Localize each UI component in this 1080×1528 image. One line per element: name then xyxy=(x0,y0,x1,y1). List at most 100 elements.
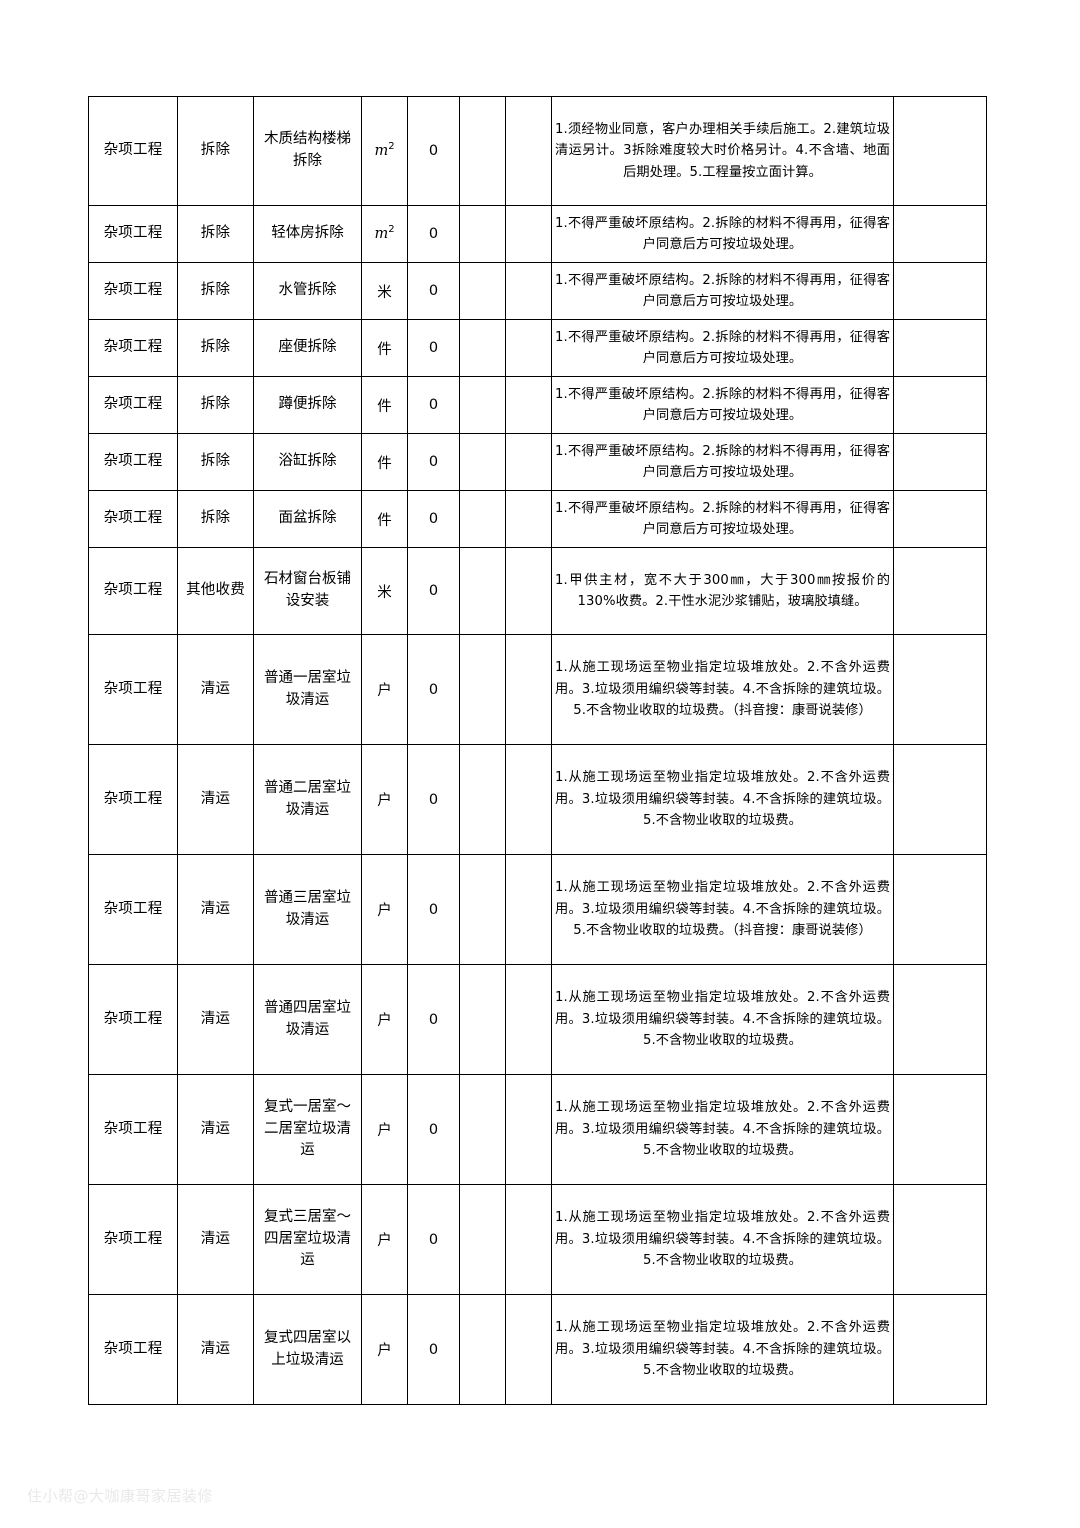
cell-work-type: 拆除 xyxy=(177,205,254,263)
cell-work-type: 清运 xyxy=(177,1184,254,1295)
cell-unit-price xyxy=(459,262,506,320)
cell-amount xyxy=(505,1294,552,1405)
cell-amount xyxy=(505,854,552,965)
cell-amount xyxy=(505,1184,552,1295)
cell-description: 1.不得严重破坏原结构。2.拆除的材料不得再用，征得客户同意后方可按垃圾处理。 xyxy=(551,262,894,320)
renovation-quote-table: 杂项工程 拆除 木质结构楼梯拆除 m2 0 1.须经物业同意，客户办理相关手续后施工。2.… xyxy=(88,96,987,1405)
cell-remark xyxy=(893,1074,987,1185)
cell-category: 杂项工程 xyxy=(88,490,178,548)
cell-item-name: 蹲便拆除 xyxy=(253,376,362,434)
cell-item-name: 轻体房拆除 xyxy=(253,205,362,263)
cell-unit-price xyxy=(459,433,506,491)
cell-amount xyxy=(505,319,552,377)
cell-remark xyxy=(893,96,987,206)
cell-item-name: 普通二居室垃圾清运 xyxy=(253,744,362,855)
cell-work-type: 拆除 xyxy=(177,319,254,377)
cell-unit-price xyxy=(459,205,506,263)
cell-amount xyxy=(505,547,552,635)
cell-description: 1.从施工现场运至物业指定垃圾堆放处。2.不含外运费用。3.垃圾须用编织袋等封装… xyxy=(551,964,894,1075)
cell-amount xyxy=(505,262,552,320)
cell-unit-price xyxy=(459,744,506,855)
cell-unit-price xyxy=(459,964,506,1075)
cell-item-name: 石材窗台板铺设安装 xyxy=(253,547,362,635)
cell-description: 1.从施工现场运至物业指定垃圾堆放处。2.不含外运费用。3.垃圾须用编织袋等封装… xyxy=(551,744,894,855)
cell-item-name: 普通一居室垃圾清运 xyxy=(253,634,362,745)
cell-description: 1.从施工现场运至物业指定垃圾堆放处。2.不含外运费用。3.垃圾须用编织袋等封装… xyxy=(551,634,894,745)
cell-description: 1.不得严重破坏原结构。2.拆除的材料不得再用，征得客户同意后方可按垃圾处理。 xyxy=(551,319,894,377)
cell-description: 1.不得严重破坏原结构。2.拆除的材料不得再用，征得客户同意后方可按垃圾处理。 xyxy=(551,490,894,548)
cell-work-type: 清运 xyxy=(177,634,254,745)
table-row: 杂项工程 拆除 轻体房拆除 m2 0 1.不得严重破坏原结构。2.拆除的材料不得再用，征得… xyxy=(88,205,987,263)
cell-description: 1.不得严重破坏原结构。2.拆除的材料不得再用，征得客户同意后方可按垃圾处理。 xyxy=(551,376,894,434)
cell-unit: 户 xyxy=(361,634,408,745)
cell-category: 杂项工程 xyxy=(88,854,178,965)
cell-quantity: 0 xyxy=(407,490,460,548)
cell-remark xyxy=(893,547,987,635)
cell-unit-price xyxy=(459,854,506,965)
table-row: 杂项工程 拆除 浴缸拆除件 0 1.不得严重破坏原结构。2.拆除的材料不得再用，征得客户… xyxy=(88,433,987,491)
cell-unit-price xyxy=(459,96,506,206)
cell-unit: 户 xyxy=(361,1184,408,1295)
cell-unit-price xyxy=(459,1184,506,1295)
cell-amount xyxy=(505,1074,552,1185)
cell-category: 杂项工程 xyxy=(88,1294,178,1405)
cell-quantity: 0 xyxy=(407,433,460,491)
cell-quantity: 0 xyxy=(407,1074,460,1185)
cell-description: 1.须经物业同意，客户办理相关手续后施工。2.建筑垃圾清运另计。3拆除难度较大时… xyxy=(551,96,894,206)
cell-item-name: 浴缸拆除 xyxy=(253,433,362,491)
cell-work-type: 清运 xyxy=(177,744,254,855)
cell-category: 杂项工程 xyxy=(88,433,178,491)
cell-amount xyxy=(505,744,552,855)
cell-remark xyxy=(893,1184,987,1295)
cell-unit-price xyxy=(459,376,506,434)
cell-quantity: 0 xyxy=(407,854,460,965)
cell-work-type: 其他收费 xyxy=(177,547,254,635)
cell-unit: 件 xyxy=(361,376,408,434)
cell-amount xyxy=(505,490,552,548)
cell-unit: m2 xyxy=(361,96,408,206)
cell-remark xyxy=(893,376,987,434)
cell-remark xyxy=(893,964,987,1075)
cell-amount xyxy=(505,96,552,206)
cell-amount xyxy=(505,205,552,263)
cell-unit: 件 xyxy=(361,433,408,491)
cell-unit-price xyxy=(459,490,506,548)
table-row: 杂项工程 拆除 水管拆除米 0 1.不得严重破坏原结构。2.拆除的材料不得再用，征得客户… xyxy=(88,262,987,320)
cell-description: 1.不得严重破坏原结构。2.拆除的材料不得再用，征得客户同意后方可按垃圾处理。 xyxy=(551,433,894,491)
cell-category: 杂项工程 xyxy=(88,634,178,745)
cell-work-type: 清运 xyxy=(177,854,254,965)
cell-work-type: 拆除 xyxy=(177,262,254,320)
cell-unit: 件 xyxy=(361,319,408,377)
cell-quantity: 0 xyxy=(407,96,460,206)
cell-description: 1.从施工现场运至物业指定垃圾堆放处。2.不含外运费用。3.垃圾须用编织袋等封装… xyxy=(551,1074,894,1185)
cell-work-type: 拆除 xyxy=(177,490,254,548)
cell-remark xyxy=(893,262,987,320)
cell-category: 杂项工程 xyxy=(88,744,178,855)
cell-quantity: 0 xyxy=(407,964,460,1075)
cell-category: 杂项工程 xyxy=(88,376,178,434)
cell-category: 杂项工程 xyxy=(88,1074,178,1185)
table-row: 杂项工程 拆除 蹲便拆除件 0 1.不得严重破坏原结构。2.拆除的材料不得再用，征得客户… xyxy=(88,376,987,434)
cell-remark xyxy=(893,1294,987,1405)
cell-category: 杂项工程 xyxy=(88,547,178,635)
cell-description: 1.甲供主材，宽不大于300㎜，大于300㎜按报价的130%收费。2.干性水泥沙… xyxy=(551,547,894,635)
cell-unit: 户 xyxy=(361,854,408,965)
table-row: 杂项工程 拆除 座便拆除件 0 1.不得严重破坏原结构。2.拆除的材料不得再用，征得客户… xyxy=(88,319,987,377)
cell-remark xyxy=(893,634,987,745)
table-row: 杂项工程 清运 普通一居室垃圾清运户 0 1.从施工现场运至物业指定垃圾堆放处。2.不含… xyxy=(88,634,987,745)
table-row: 杂项工程 清运 普通二居室垃圾清运户 0 1.从施工现场运至物业指定垃圾堆放处。2.不含… xyxy=(88,744,987,855)
cell-work-type: 清运 xyxy=(177,1074,254,1185)
cell-work-type: 拆除 xyxy=(177,376,254,434)
cell-unit-price xyxy=(459,634,506,745)
cell-category: 杂项工程 xyxy=(88,964,178,1075)
cell-quantity: 0 xyxy=(407,319,460,377)
cell-category: 杂项工程 xyxy=(88,319,178,377)
cell-item-name: 复式一居室～二居室垃圾清运 xyxy=(253,1074,362,1185)
cell-remark xyxy=(893,854,987,965)
cell-quantity: 0 xyxy=(407,1294,460,1405)
cell-work-type: 拆除 xyxy=(177,96,254,206)
cell-quantity: 0 xyxy=(407,634,460,745)
cell-item-name: 面盆拆除 xyxy=(253,490,362,548)
cell-unit: 户 xyxy=(361,1294,408,1405)
